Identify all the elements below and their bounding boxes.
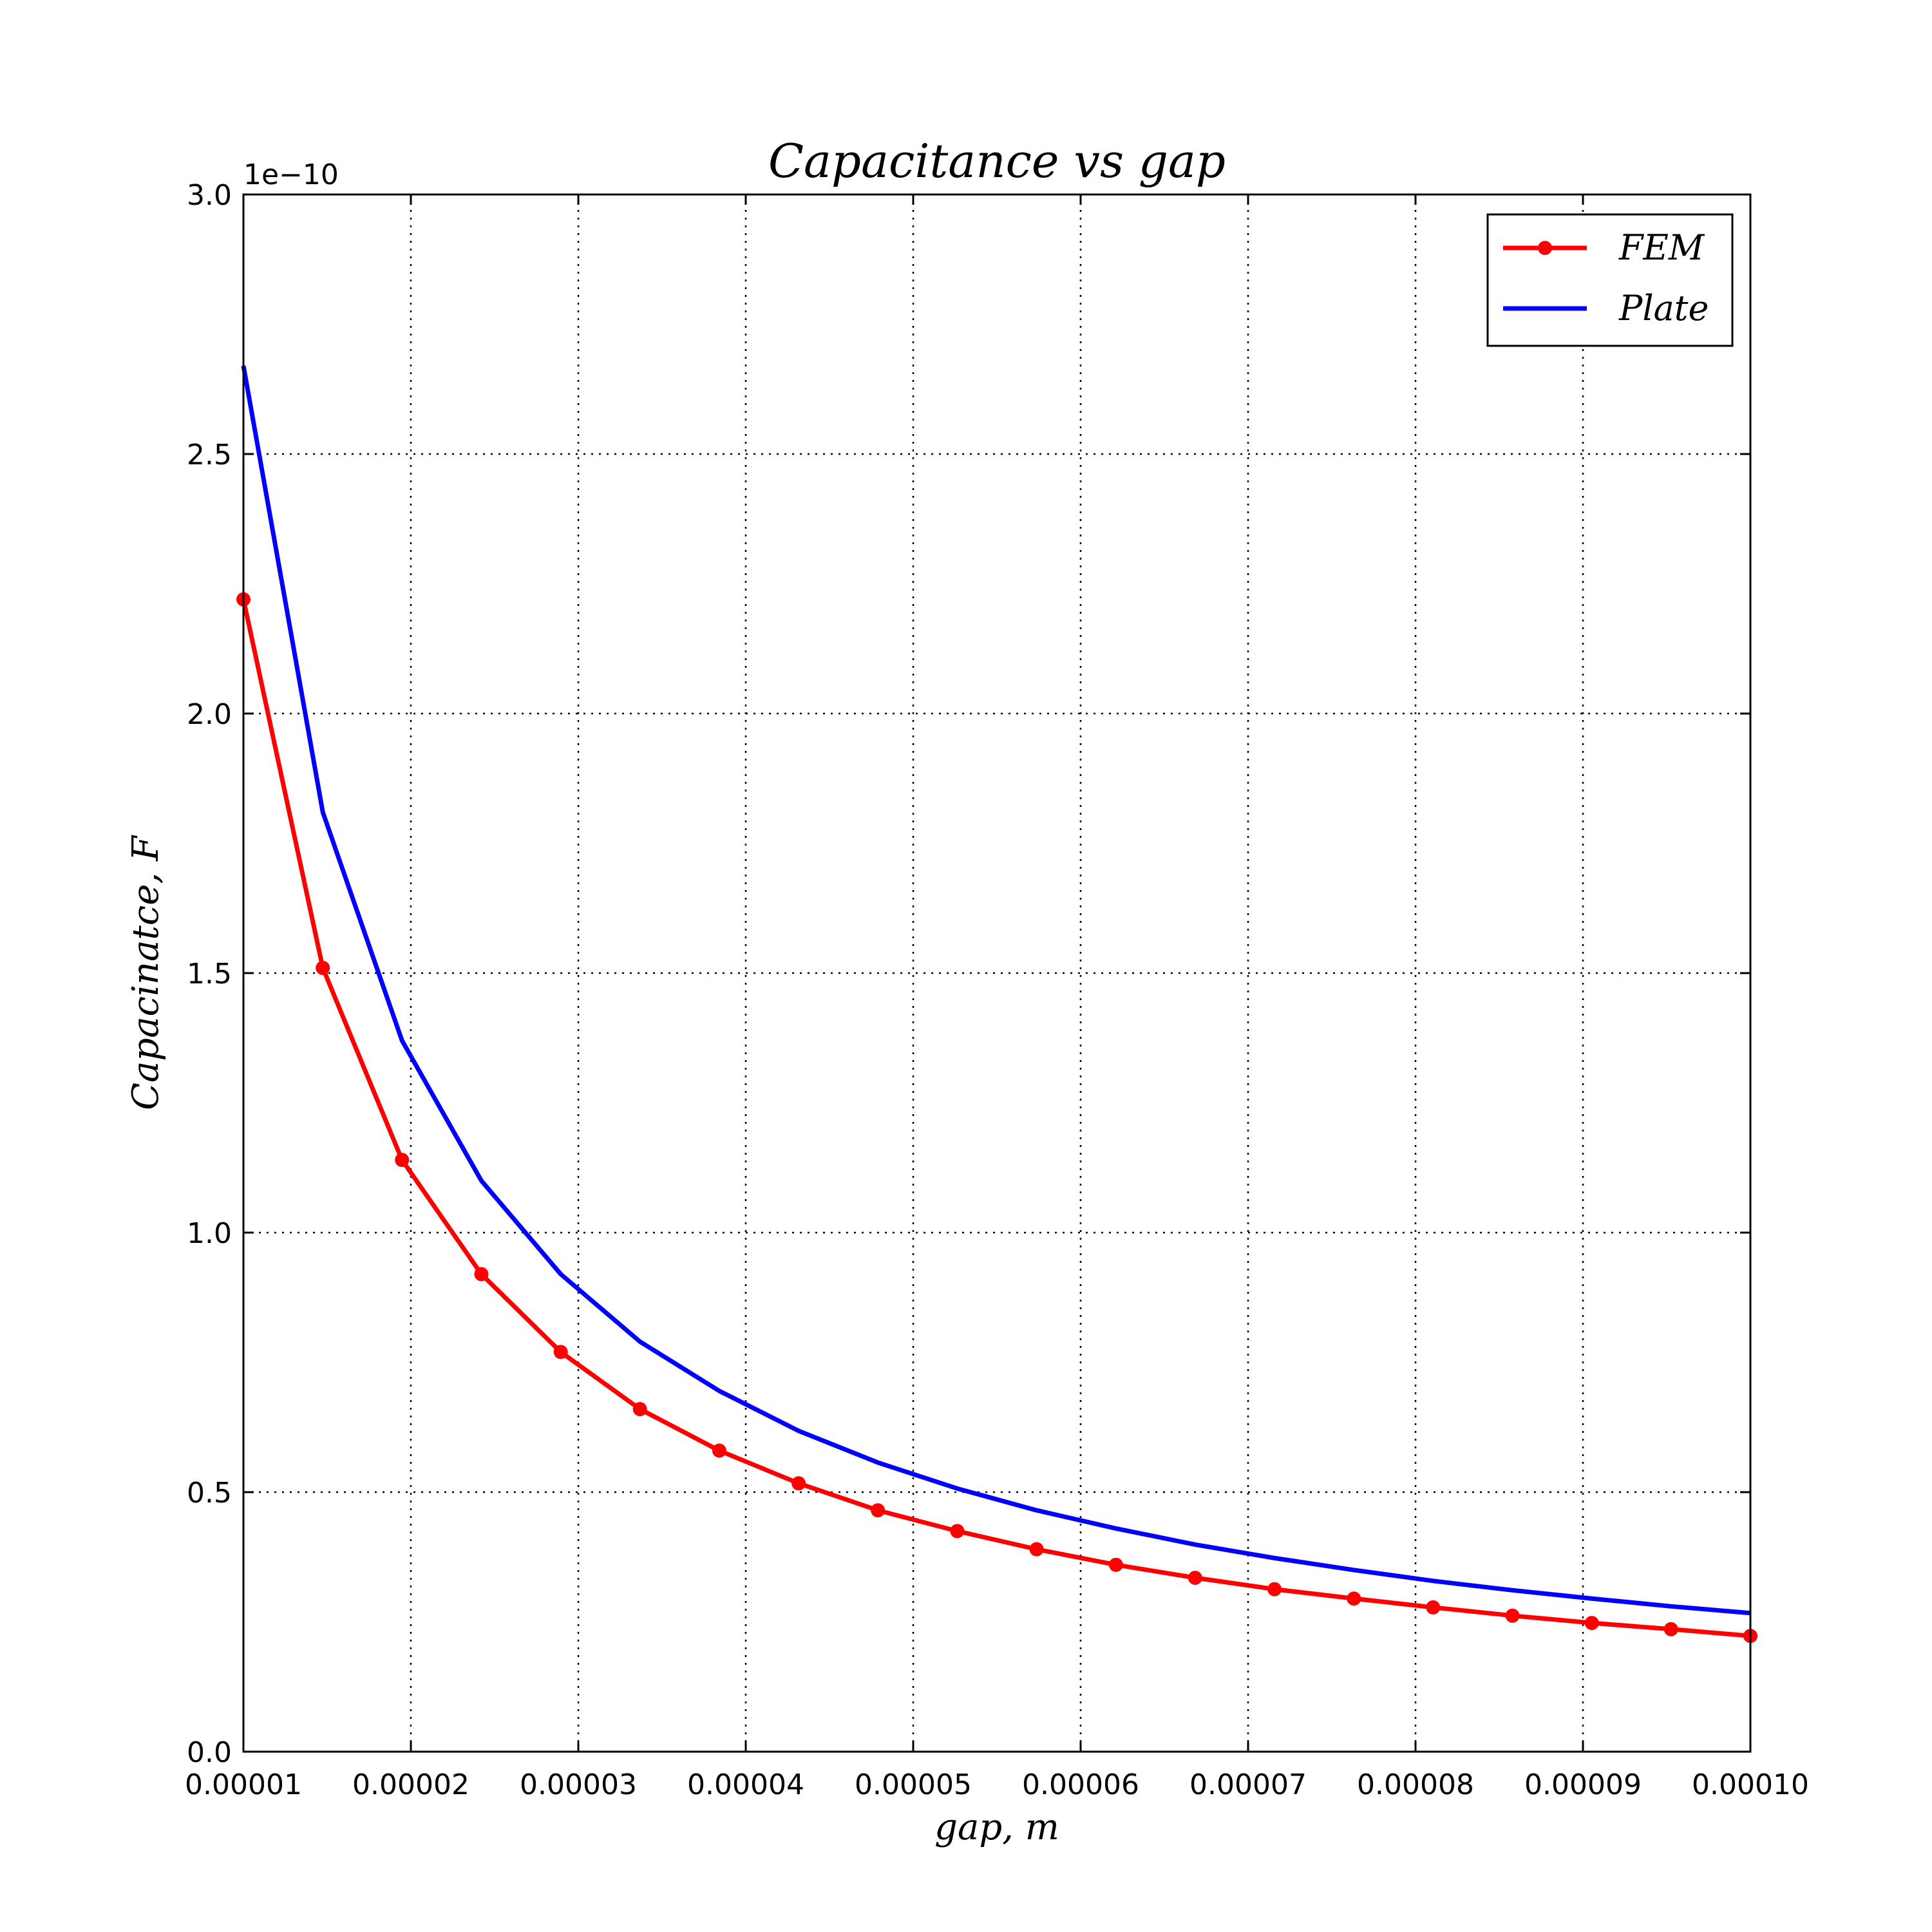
x-tick-label: 0.00007	[1189, 1768, 1307, 1801]
fem-data-point	[1347, 1591, 1361, 1606]
y-tick-label: 1.0	[187, 1217, 232, 1250]
fem-data-point	[1663, 1622, 1678, 1636]
fem-data-point	[1029, 1542, 1044, 1557]
y-tick-label: 2.5	[187, 439, 232, 471]
fem-data-point	[474, 1267, 489, 1282]
fem-data-point	[1188, 1570, 1202, 1585]
y-axis-label: Capacinatce, F	[125, 835, 167, 1110]
chart-title: Capacitance vs gap	[768, 134, 1226, 188]
x-tick-label: 0.00006	[1022, 1768, 1139, 1801]
series-layer	[236, 365, 1757, 1643]
legend-fem-label: FEM	[1618, 227, 1705, 268]
fem-data-point	[632, 1402, 647, 1417]
y-tick-label: 1.5	[187, 958, 232, 990]
x-tick-label: 0.00005	[855, 1768, 972, 1801]
y-tick-label: 0.0	[187, 1736, 232, 1769]
plate-series-line	[241, 365, 1751, 1616]
x-tick-label: 0.00004	[687, 1768, 804, 1801]
x-tick-label: 0.00002	[352, 1768, 469, 1801]
y-tick-label: 3.0	[187, 179, 232, 212]
x-tick-label: 0.00008	[1357, 1768, 1474, 1801]
x-axis-label: gap, m	[934, 1806, 1059, 1848]
fem-data-point	[791, 1476, 806, 1491]
ticks	[242, 193, 1752, 1753]
fem-data-point	[1108, 1557, 1123, 1572]
fem-data-point	[871, 1503, 886, 1518]
legend-fem-marker	[1538, 241, 1552, 255]
fem-data-point	[712, 1443, 726, 1458]
legend-box	[1486, 213, 1734, 347]
y-tick-label: 2.0	[187, 698, 232, 731]
fem-data-point	[1584, 1616, 1599, 1631]
fem-data-point	[1426, 1600, 1441, 1615]
tick-labels: 0.00001 0.00002 0.00003 0.00004 0.00005 0.000…	[185, 179, 1809, 1801]
fem-data-point	[316, 960, 330, 975]
x-tick-label: 0.00001	[185, 1768, 302, 1801]
x-tick-label: 0.00009	[1524, 1768, 1642, 1801]
x-tick-label: 0.00003	[520, 1768, 637, 1801]
fem-data-point	[395, 1153, 410, 1168]
fem-data-point	[1505, 1608, 1520, 1623]
legend-plate-label: Plate	[1618, 288, 1709, 328]
fem-series-line	[241, 598, 1751, 1638]
legend: FEM Plate	[1486, 213, 1734, 347]
fem-data-point	[950, 1524, 965, 1539]
x-tick-label: 0.00010	[1692, 1768, 1809, 1801]
y-tick-label: 0.5	[187, 1477, 232, 1510]
y-offset-label: 1e−10	[243, 158, 339, 191]
fem-data-point	[1267, 1582, 1282, 1596]
fem-data-point	[553, 1345, 568, 1359]
